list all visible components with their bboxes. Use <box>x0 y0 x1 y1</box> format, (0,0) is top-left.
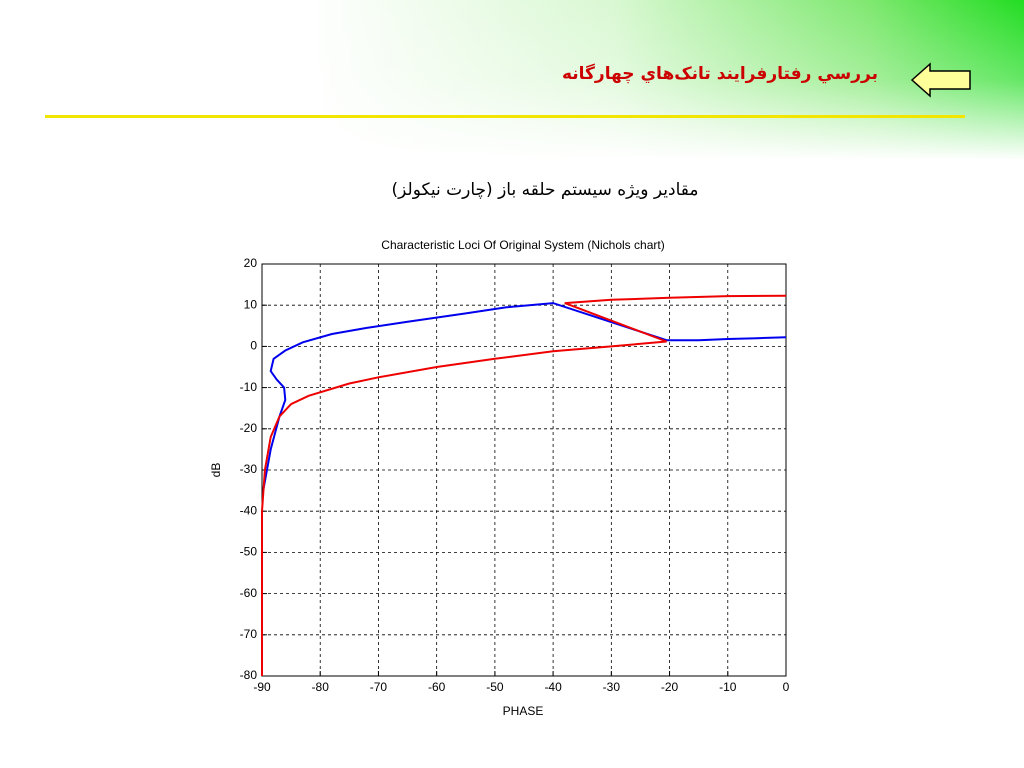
x-tick-label: -90 <box>253 680 271 694</box>
header-fade <box>0 0 1024 160</box>
y-tick-label: 20 <box>244 256 258 270</box>
x-tick-label: -70 <box>370 680 388 694</box>
back-arrow[interactable] <box>910 62 971 98</box>
y-tick-label: -20 <box>240 421 258 435</box>
x-tick-label: -80 <box>312 680 330 694</box>
y-tick-label: 10 <box>244 297 258 311</box>
subtitle: مقادير ويژه سيستم حلقه باز (چارت نيکولز) <box>391 180 699 200</box>
y-tick-label: -30 <box>240 462 258 476</box>
chart-title: Characteristic Loci Of Original System (… <box>381 238 664 252</box>
y-tick-label: -80 <box>240 668 258 682</box>
y-axis-label: dB <box>209 463 223 478</box>
x-tick-label: -50 <box>486 680 504 694</box>
y-tick-label: -40 <box>240 503 258 517</box>
y-tick-label: -50 <box>240 545 258 559</box>
x-tick-label: -10 <box>719 680 737 694</box>
header-rule <box>45 115 965 118</box>
x-axis-label: PHASE <box>503 704 544 718</box>
y-tick-label: -70 <box>240 627 258 641</box>
x-tick-label: -60 <box>428 680 446 694</box>
plot-frame <box>261 263 787 677</box>
x-tick-label: -30 <box>603 680 621 694</box>
x-tick-label: 0 <box>783 680 790 694</box>
series-line <box>262 302 787 491</box>
y-tick-label: 0 <box>250 339 257 353</box>
header-title: بررسي رفتارفرايند تانک‌هاي چهارگانه <box>561 64 878 84</box>
x-tick-label: -40 <box>544 680 562 694</box>
x-tick-label: -20 <box>661 680 679 694</box>
y-tick-label: -60 <box>240 586 258 600</box>
plot-area <box>262 264 786 676</box>
series-line <box>261 294 787 676</box>
y-tick-label: -10 <box>240 380 258 394</box>
